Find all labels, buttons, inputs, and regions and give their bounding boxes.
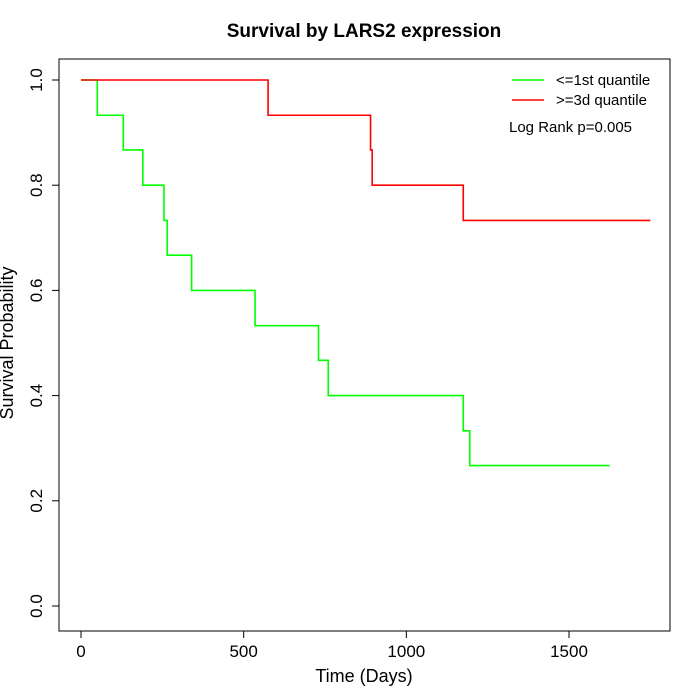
survival-curve-2: [81, 79, 651, 222]
y-axis-label: Survival Probability: [0, 266, 17, 419]
plot-frame: [58, 58, 671, 632]
x-tick-label: 1500: [550, 642, 588, 661]
x-axis-label: Time (Days): [315, 666, 412, 686]
series-layer: [81, 79, 651, 467]
x-tick-label: 1000: [387, 642, 425, 661]
chart-title: Survival by LARS2 expression: [227, 21, 502, 42]
legend-label: >=3d quantile: [556, 92, 647, 109]
x-tick-label: 500: [229, 642, 257, 661]
y-tick-label: 0.2: [27, 489, 46, 513]
log-rank-annotation: Log Rank p=0.005: [509, 119, 632, 136]
y-tick-label: 0.0: [27, 594, 46, 618]
y-tick-label: 0.8: [27, 173, 46, 197]
y-tick-label: 0.6: [27, 279, 46, 303]
y-axis: 0.0 0.2 0.4 0.6 0.8 1.0: [27, 68, 60, 618]
legend: <=1st quantile >=3d quantile: [512, 72, 650, 109]
y-tick-label: 0.4: [27, 384, 46, 408]
legend-label: <=1st quantile: [556, 72, 650, 89]
x-axis: 0 500 1000 1500: [76, 630, 588, 661]
x-tick-label: 0: [76, 642, 85, 661]
y-tick-label: 1.0: [27, 68, 46, 92]
survival-curve-1: [81, 79, 610, 467]
